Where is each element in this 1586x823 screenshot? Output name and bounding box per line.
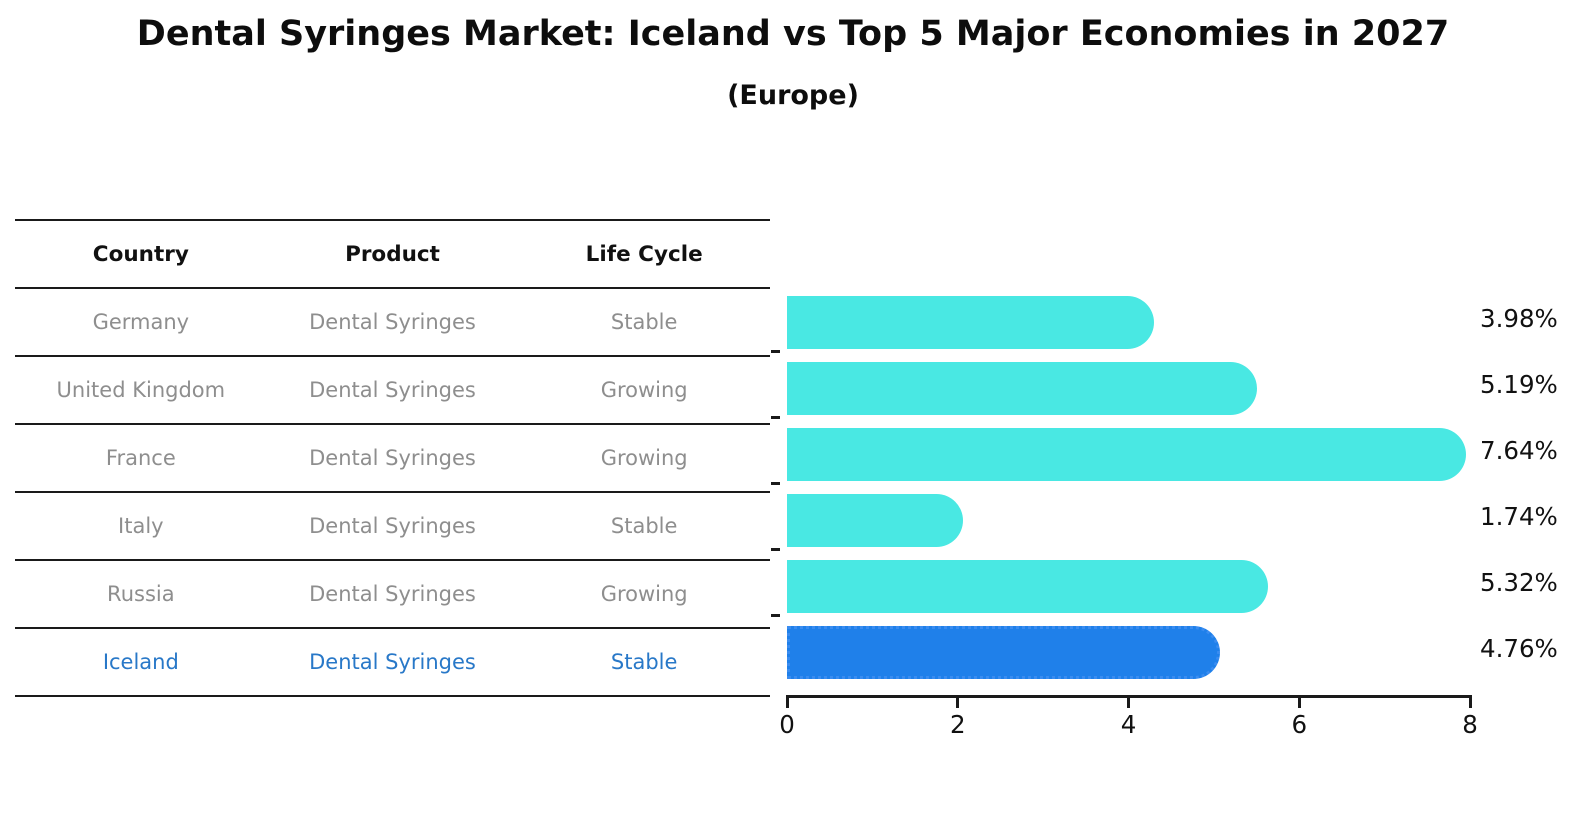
cell-product: Dental Syringes bbox=[309, 310, 476, 334]
x-axis-tick-label: 0 bbox=[779, 710, 795, 739]
table-row-russia: Russia Dental Syringes Growing bbox=[15, 561, 770, 629]
cell-product: Dental Syringes bbox=[309, 446, 476, 470]
cell-country: Germany bbox=[92, 310, 190, 334]
x-axis-tick-label: 4 bbox=[1120, 710, 1137, 739]
bar-row-united-kingdom bbox=[787, 351, 1470, 417]
bar-russia bbox=[787, 560, 1269, 613]
cell-product: Dental Syringes bbox=[309, 378, 476, 402]
cell-country: France bbox=[105, 446, 176, 470]
tick-mark bbox=[1468, 695, 1472, 708]
value-label-italy: 1.74% bbox=[1480, 501, 1558, 531]
cell-product: Dental Syringes bbox=[309, 582, 476, 606]
x-axis-tick-label: 2 bbox=[949, 710, 966, 739]
x-axis: 0 2 4 6 8 bbox=[779, 695, 1478, 740]
tick-mark bbox=[1127, 695, 1130, 708]
y-axis-tick bbox=[771, 548, 780, 551]
bar-iceland-highlighted bbox=[787, 626, 1221, 679]
cell-country: Italy bbox=[118, 514, 164, 538]
page-title: Dental Syringes Market: Iceland vs Top 5… bbox=[136, 14, 1450, 54]
cell-product: Dental Syringes bbox=[309, 650, 476, 674]
cell-country: Iceland bbox=[102, 650, 179, 674]
cell-life-cycle: Stable bbox=[610, 514, 678, 538]
cell-life-cycle: Growing bbox=[600, 582, 688, 606]
table-row-italy: Italy Dental Syringes Stable bbox=[15, 493, 770, 561]
bar-row-germany bbox=[787, 285, 1470, 351]
chart-subtitle: (Europe) bbox=[727, 80, 859, 111]
cell-life-cycle: Growing bbox=[600, 446, 688, 470]
value-label-russia: 5.32% bbox=[1480, 567, 1558, 597]
value-label-germany: 3.98% bbox=[1480, 303, 1558, 333]
y-axis-tick bbox=[771, 614, 780, 617]
header-cell-life-cycle: Life Cycle bbox=[585, 241, 703, 267]
y-axis-tick bbox=[771, 350, 780, 353]
table-row-united-kingdom: United Kingdom Dental Syringes Growing bbox=[15, 357, 770, 425]
y-axis-tick bbox=[771, 416, 780, 419]
data-table: Country Product Life Cycle Germany Denta… bbox=[15, 219, 770, 697]
x-axis-tick-label: 6 bbox=[1291, 710, 1308, 739]
bar-germany bbox=[787, 296, 1154, 349]
bar-row-italy bbox=[787, 483, 1470, 549]
cell-product: Dental Syringes bbox=[309, 514, 476, 538]
header-cell-product: Product bbox=[345, 241, 440, 267]
table-row-germany: Germany Dental Syringes Stable bbox=[15, 289, 770, 357]
bar-united-kingdom bbox=[787, 362, 1258, 415]
value-label-france: 7.64% bbox=[1480, 435, 1558, 465]
cell-life-cycle: Stable bbox=[610, 650, 678, 674]
cell-life-cycle: Stable bbox=[610, 310, 678, 334]
tick-mark bbox=[1297, 695, 1301, 708]
table-row-iceland: Iceland Dental Syringes Stable bbox=[15, 629, 770, 697]
y-axis-tick bbox=[771, 482, 780, 485]
cell-country: Russia bbox=[107, 582, 175, 606]
value-label-iceland: 4.76% bbox=[1480, 633, 1558, 663]
table-row-france: France Dental Syringes Growing bbox=[15, 425, 770, 493]
x-axis-tick-label: 8 bbox=[1462, 710, 1478, 739]
tick-mark bbox=[785, 695, 789, 708]
table-header-row: Country Product Life Cycle bbox=[15, 219, 770, 289]
value-label-united-kingdom: 5.19% bbox=[1480, 369, 1558, 399]
cell-country: United Kingdom bbox=[56, 378, 226, 402]
bar-row-iceland bbox=[787, 615, 1470, 681]
bar-row-france bbox=[787, 417, 1470, 483]
header-cell-country: Country bbox=[92, 241, 189, 267]
bar-row-russia bbox=[787, 549, 1470, 615]
tick-mark bbox=[956, 695, 960, 708]
cell-life-cycle: Growing bbox=[600, 378, 688, 402]
bar-italy bbox=[787, 494, 963, 547]
bar-france bbox=[787, 428, 1467, 481]
